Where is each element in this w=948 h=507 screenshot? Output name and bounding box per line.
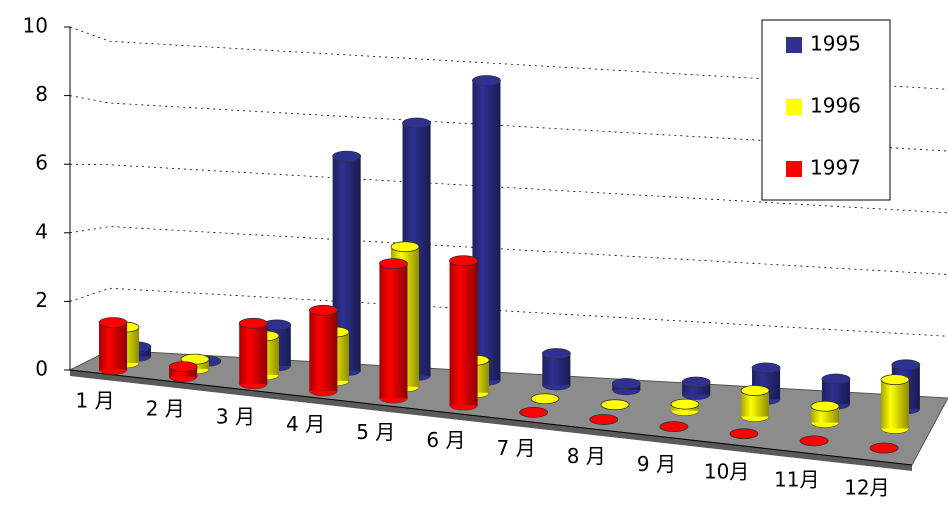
bar <box>379 258 408 404</box>
legend-label: 1995 <box>810 32 861 56</box>
bar-top <box>332 150 362 162</box>
grid-line <box>69 26 948 90</box>
legend-box <box>761 19 891 201</box>
bar-top <box>891 359 921 371</box>
bar-top <box>740 385 770 396</box>
y-tick-label: 8 <box>35 82 48 106</box>
bar <box>98 317 128 375</box>
bar-top <box>308 304 338 316</box>
legend-swatch <box>786 161 802 177</box>
bar <box>810 400 840 428</box>
bar <box>589 414 619 425</box>
bar <box>611 378 641 396</box>
x-tick-label: 3 月 <box>216 404 255 428</box>
x-tick-label: 7 月 <box>497 436 536 460</box>
floor-front-line <box>69 369 913 466</box>
bar-top <box>168 361 198 373</box>
grid-line <box>69 287 948 337</box>
bar-top <box>821 373 851 385</box>
bar-top <box>238 317 268 329</box>
x-tick-label: 4 月 <box>286 412 325 436</box>
grid-line <box>69 226 948 275</box>
bar <box>519 406 549 418</box>
bar <box>168 361 198 382</box>
bar-top <box>541 348 571 359</box>
bar-top <box>810 400 840 412</box>
bar <box>681 376 711 400</box>
bar-top <box>880 374 910 386</box>
bar <box>530 393 560 405</box>
bar <box>670 398 700 416</box>
bar <box>659 421 689 433</box>
legend-swatch <box>786 99 802 115</box>
walls <box>64 26 948 471</box>
bar-top <box>729 428 759 440</box>
bar <box>799 435 829 447</box>
x-tick-label: 9 月 <box>637 452 676 476</box>
bar <box>869 442 899 454</box>
bar-top <box>799 435 829 447</box>
bar-shade <box>379 263 408 399</box>
grid-line <box>69 163 948 214</box>
bar <box>880 374 910 434</box>
labels: 0 2 4 6 8 10 1 月 2 月 3 月 4 月 5 月 6 月 7 月 8 月 9 月 10月 11月… <box>23 14 890 500</box>
bar-shade <box>449 260 478 406</box>
x-tick-label: 10月 <box>704 460 749 484</box>
bar <box>729 428 759 440</box>
legend-label: 1996 <box>810 94 861 118</box>
floor-edge <box>70 370 912 471</box>
bar-shade <box>309 310 338 391</box>
bar-top <box>390 241 420 253</box>
x-tick-label: 6 月 <box>426 428 465 452</box>
bar-top <box>519 406 549 418</box>
bar-top <box>98 317 128 328</box>
bars <box>98 75 921 454</box>
y-tick-label: 0 <box>35 357 48 381</box>
x-tick-label: 12月 <box>844 476 889 500</box>
bar-top <box>670 398 700 410</box>
bar <box>238 317 268 390</box>
bar <box>449 255 478 411</box>
bar-top <box>611 378 641 389</box>
bar-top <box>402 117 431 129</box>
bar <box>541 348 571 391</box>
bar-top <box>472 75 501 86</box>
x-tick-label: 11月 <box>774 468 819 492</box>
bar-top <box>600 399 630 411</box>
x-tick-label: 5 月 <box>356 420 395 444</box>
grid-line <box>69 95 948 152</box>
bar-top <box>530 393 560 405</box>
bar <box>600 399 630 411</box>
bar-top <box>751 362 781 374</box>
bar-top <box>589 414 619 425</box>
y-tick-label: 4 <box>35 219 48 243</box>
bar-top <box>681 376 711 388</box>
bar <box>308 304 338 397</box>
bar-top <box>659 421 689 433</box>
x-tick-label: 1 月 <box>76 388 115 412</box>
x-tick-label: 8 月 <box>567 444 606 468</box>
bar <box>740 385 770 422</box>
bar-shade <box>881 379 909 429</box>
y-tick-label: 6 <box>35 151 48 175</box>
bar-top <box>449 255 478 267</box>
bar-top <box>869 442 899 454</box>
y-tick-label: 2 <box>35 288 48 312</box>
legend-label: 1997 <box>810 156 861 180</box>
x-tick-label: 2 月 <box>146 396 185 420</box>
y-tick-label: 10 <box>23 14 48 38</box>
legend-swatch <box>786 37 802 53</box>
bar-shade <box>99 322 128 370</box>
bar-top <box>379 258 408 270</box>
bar-shade <box>239 323 268 384</box>
legend: 1995 1996 1997 <box>761 19 891 201</box>
